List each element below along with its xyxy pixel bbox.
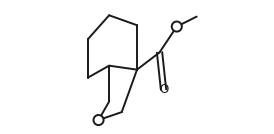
Circle shape [93,115,104,125]
Circle shape [172,22,182,32]
Text: O: O [159,83,168,96]
